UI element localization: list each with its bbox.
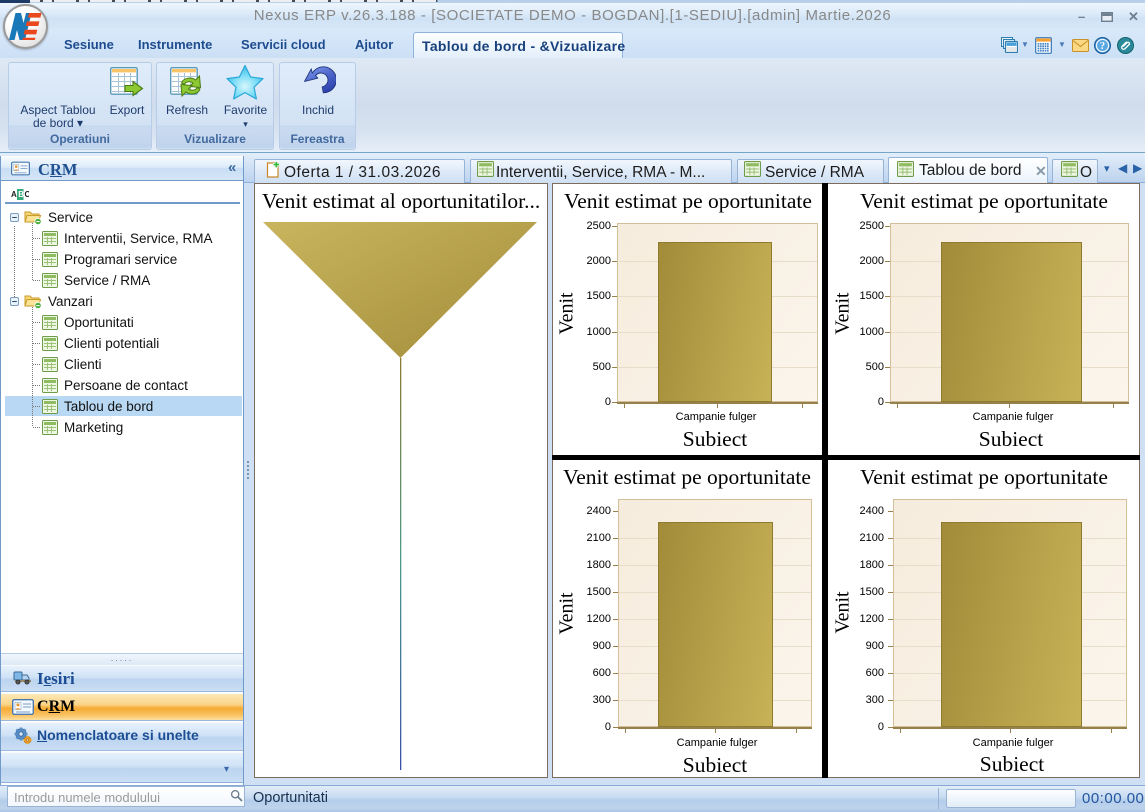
svg-text:?: ?: [1100, 41, 1105, 52]
svg-text:B: B: [18, 190, 24, 199]
svg-text:A: A: [11, 190, 17, 199]
svg-text:C: C: [25, 190, 30, 199]
